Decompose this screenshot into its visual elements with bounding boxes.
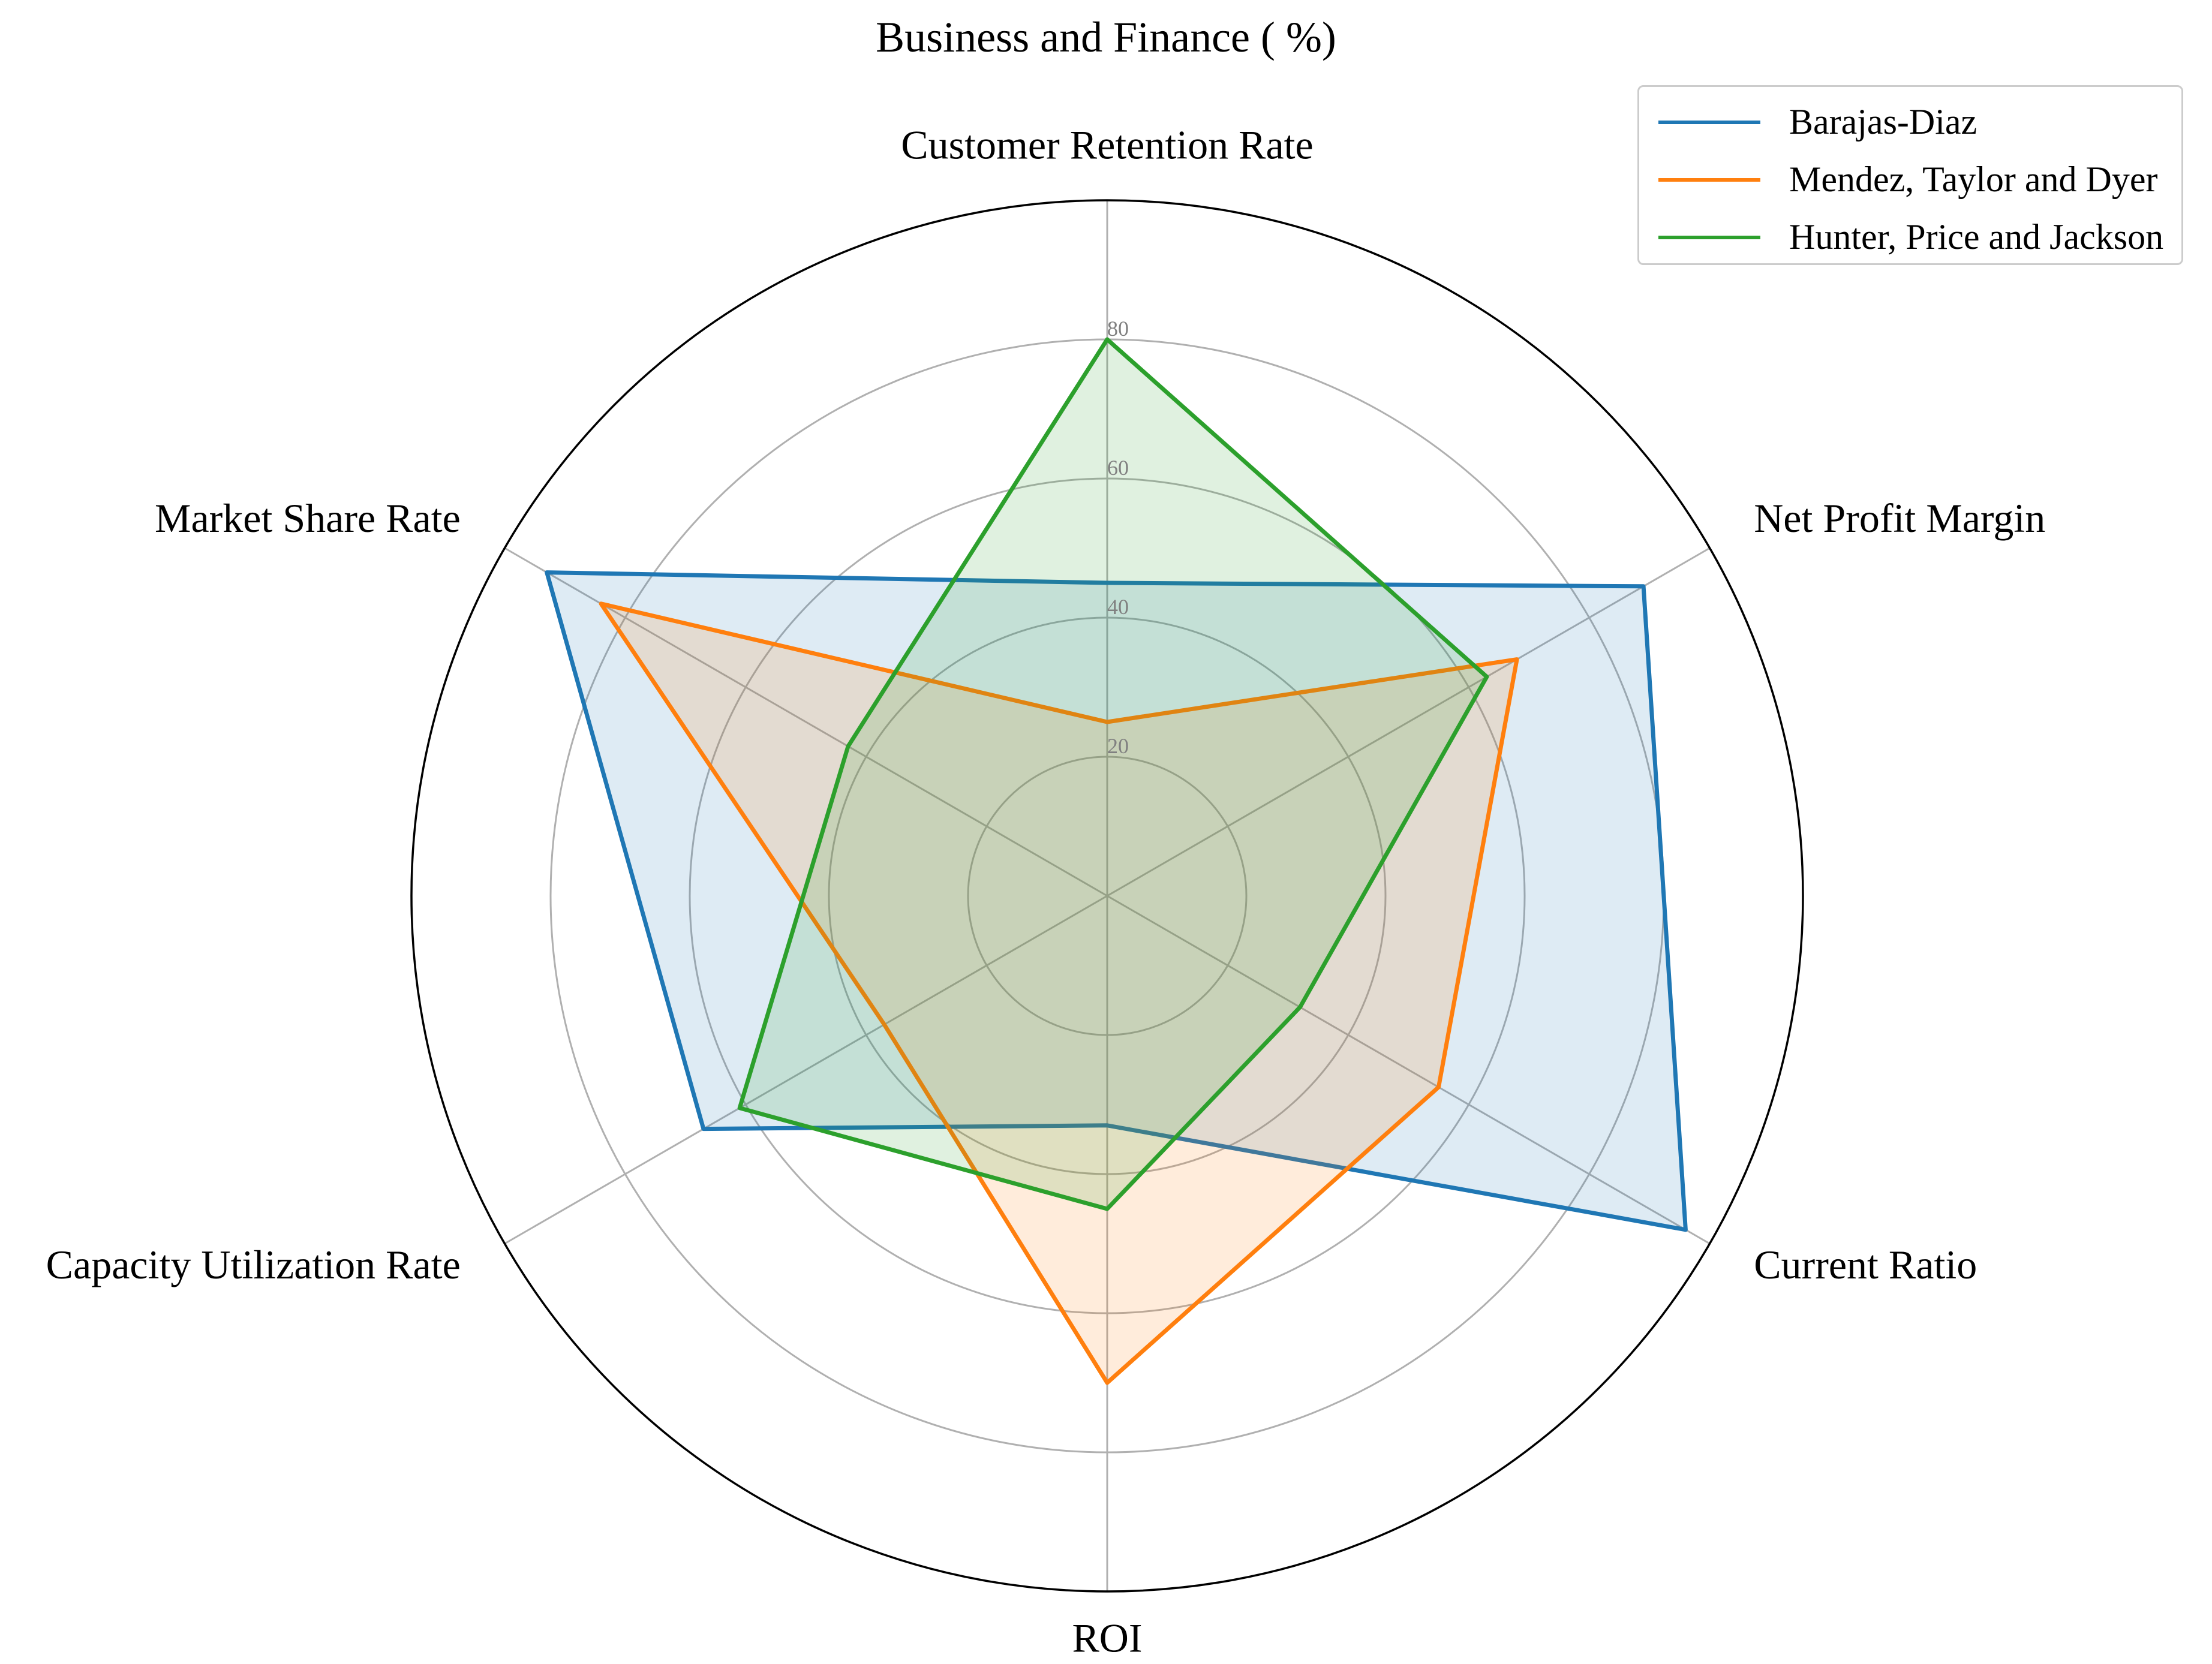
series-hunter-price-and-jackson — [737, 337, 1489, 1211]
radial-tick-60: 60 — [1107, 456, 1129, 480]
legend-entry-barajas-diaz: Barajas-Diaz — [1639, 92, 2181, 154]
category-label-market-share-rate: Market Share Rate — [155, 495, 461, 541]
spoke-current-ratio — [1107, 895, 1711, 1245]
series-barajas-diaz — [545, 570, 1688, 1232]
radial-tick-80: 80 — [1107, 317, 1129, 341]
category-label-customer-retention-rate: Customer Retention Rate — [901, 122, 1313, 168]
legend-entry-mendez-taylor-dyer: Mendez, Taylor and Dyer — [1639, 149, 2181, 212]
series-line — [599, 601, 1519, 1385]
category-label-capacity-utilization-rate: Capacity Utilization Rate — [46, 1242, 461, 1287]
legend-label: Mendez, Taylor and Dyer — [1789, 160, 2158, 199]
series-line — [737, 337, 1489, 1211]
legend-label: Hunter, Price and Jackson — [1789, 217, 2164, 257]
category-labels: Customer Retention Rate Net Profit Margin… — [46, 122, 2046, 1661]
legend-entry-hunter-price-jackson: Hunter, Price and Jackson — [1639, 207, 2181, 269]
radial-tick-40: 40 — [1107, 595, 1129, 619]
spoke-net-profit-margin — [1107, 547, 1711, 897]
radar-grid — [410, 199, 1804, 1593]
category-label-current-ratio: Current Ratio — [1754, 1242, 1977, 1287]
series-line — [545, 570, 1688, 1232]
category-label-net-profit-margin: Net Profit Margin — [1754, 495, 2045, 541]
category-label-roi: ROI — [1072, 1615, 1142, 1661]
legend-swatch — [1658, 236, 1760, 239]
series-mendez-taylor-and-dyer — [599, 601, 1519, 1385]
spoke-capacity-utilization-rate — [504, 895, 1108, 1245]
outer-ring — [410, 199, 1804, 1593]
series-fill — [740, 339, 1487, 1209]
legend-label: Barajas-Diaz — [1789, 102, 1977, 142]
series-fill — [546, 572, 1686, 1230]
radial-tick-20: 20 — [1107, 734, 1129, 758]
chart-title: Business and Finance ( %) — [876, 13, 1336, 61]
radial-tick-labels: 20 40 60 80 — [1107, 317, 1129, 758]
legend-swatch — [1658, 121, 1760, 124]
radar-series-group — [545, 337, 1688, 1385]
legend-swatch — [1658, 178, 1760, 182]
series-fill — [601, 603, 1517, 1383]
legend: Barajas-Diaz Mendez, Taylor and Dyer Hun… — [1637, 85, 2183, 265]
